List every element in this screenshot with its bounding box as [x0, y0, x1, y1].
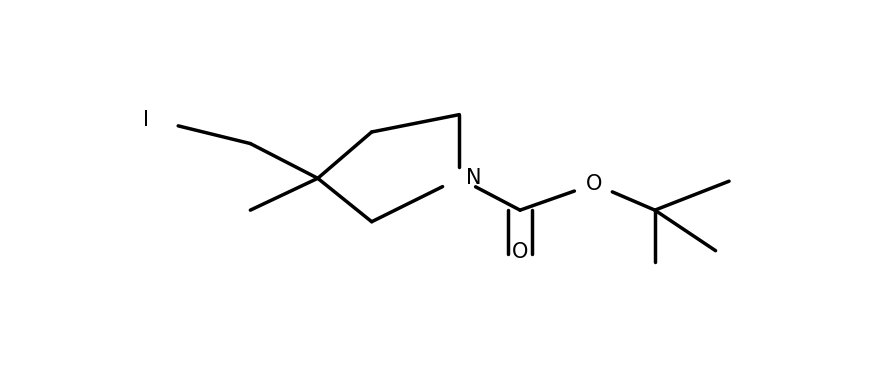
- Text: O: O: [586, 174, 601, 194]
- Text: O: O: [511, 242, 527, 262]
- Text: N: N: [466, 168, 481, 188]
- Text: I: I: [143, 111, 149, 130]
